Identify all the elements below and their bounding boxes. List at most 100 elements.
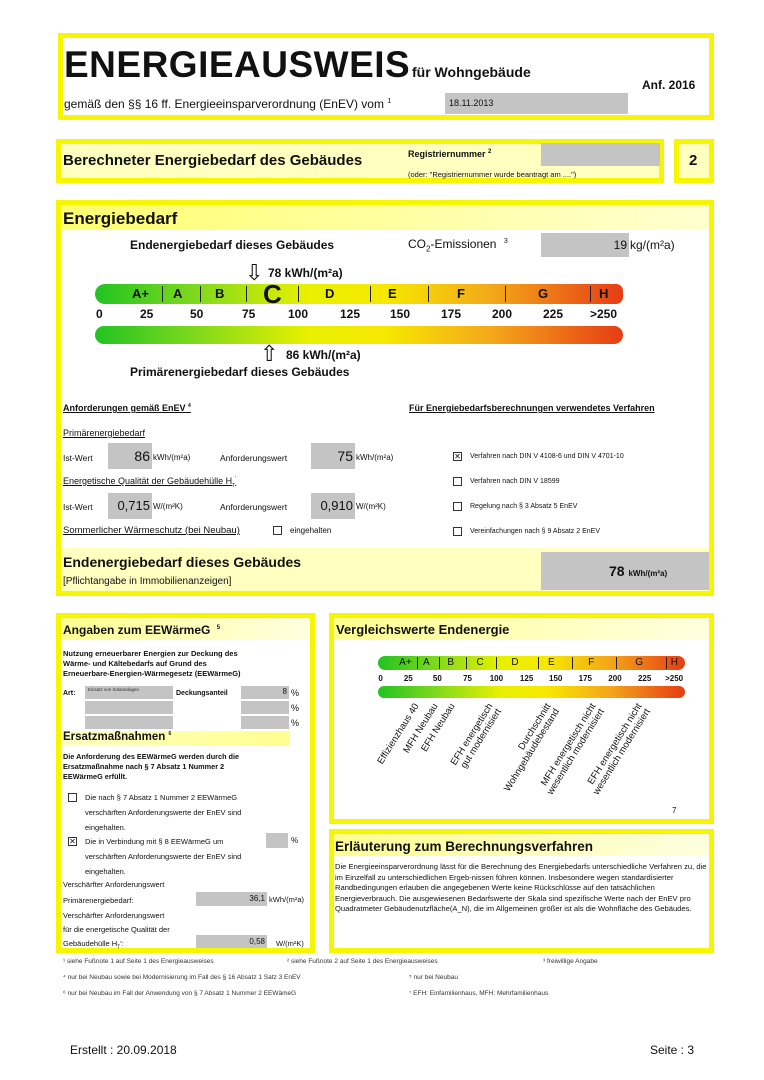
ht-ist-unit: W/(m²K) [153, 502, 183, 511]
page-number-box [674, 139, 714, 183]
tick-label: 200 [492, 307, 513, 321]
registration-number-field [541, 143, 660, 166]
compare-class-F: F [588, 657, 595, 668]
eew-share-field-1: 8 [241, 686, 289, 699]
tick-label: 150 [390, 307, 411, 321]
eew-share-label: Deckungsanteil [176, 690, 228, 697]
method-checkbox[interactable] [453, 502, 462, 511]
registration-note: (oder: "Registriernummer wurde beantragt… [408, 170, 577, 179]
compare-class-divider [616, 657, 618, 669]
eew-intro: Nutzung erneuerbarer Energien zur Deckun… [63, 649, 241, 678]
eew-art-field-2 [85, 701, 173, 714]
footnote-7: ⁷ EFH: Einfamilienhaus, MFH: Mehrfamilie… [409, 990, 549, 997]
compare-class-C: C [476, 657, 484, 668]
energy-class-F: F [457, 286, 465, 301]
req2-label2: für die energetische Qualität der [63, 925, 170, 934]
primary-energy-arrow-icon: ⇧ [260, 341, 279, 366]
end-summary-value: 78 kWh/(m²a) [609, 563, 668, 579]
tick-label: 225 [543, 307, 564, 321]
tick-label: 25 [140, 307, 154, 321]
compare-class-divider [537, 657, 539, 669]
created-date: Erstellt : 20.09.2018 [70, 1043, 177, 1057]
version-label: Anf. 2016 [642, 78, 696, 92]
ht-heading: Energetische Qualität der Gebäudehülle H… [63, 476, 237, 489]
tick-label: 100 [288, 307, 309, 321]
compare-tick-label: 0 [378, 674, 383, 683]
energy-gradient-bar [95, 326, 623, 344]
compare-class-E: E [548, 657, 555, 668]
compare-class-bar [378, 656, 685, 670]
footnote-2: ² siehe Fußnote 2 auf Seite 1 des Energi… [287, 958, 438, 965]
class-divider [428, 286, 429, 302]
page-indicator: Seite : 3 [650, 1043, 695, 1057]
compare-class-H: H [670, 657, 678, 668]
eew-art-label: Art: [63, 690, 76, 697]
ht-ist-label: Ist-Wert [63, 502, 93, 512]
footnote-ref: 1 [387, 98, 392, 105]
compare-class-A+: A+ [399, 657, 412, 668]
method-checkbox[interactable]: ✕ [453, 452, 462, 461]
class-divider [246, 286, 247, 302]
date-field: 18.11.2013 [445, 93, 628, 114]
method-checkbox[interactable] [453, 477, 462, 486]
class-divider [505, 286, 506, 302]
tick-label: 175 [441, 307, 462, 321]
footnote-3: ³ freiwillige Angabe [543, 958, 598, 965]
compare-header [334, 618, 709, 640]
ersatz-header [61, 731, 290, 746]
eew-art-field-3 [85, 716, 173, 729]
co2-value-field: 19 [541, 233, 629, 257]
class-divider [590, 286, 591, 302]
summer-check-label: eingehalten [290, 526, 332, 535]
compare-class-G: G [635, 657, 643, 668]
summer-checkbox[interactable] [273, 526, 282, 535]
energy-demand-box [56, 200, 714, 596]
primary-ist-label: Ist-Wert [63, 453, 93, 463]
method-option-label: Verfahren nach DIN V 4108-6 und DIN V 47… [470, 453, 624, 460]
tick-label: 50 [190, 307, 204, 321]
compare-gradient-bar [378, 686, 685, 698]
compare-box [329, 613, 714, 824]
tick-label: 0 [96, 307, 103, 321]
energy-class-G: G [538, 286, 549, 301]
eew-share-field-3 [241, 716, 289, 729]
section-title: Berechneter Energiebedarf des Gebäudes [63, 152, 363, 169]
req1-label: Verschärfter Anforderungswert [63, 880, 165, 889]
legal-basis: gemäß den §§ 16 ff. Energieeinsparverord… [64, 97, 391, 111]
method-option-label: Regelung nach § 3 Absatz 5 EnEV [470, 503, 578, 510]
eew-box [56, 613, 315, 953]
eew-pct-2: % [291, 703, 300, 713]
compare-class-A: A [423, 657, 430, 668]
method-checkbox[interactable] [453, 527, 462, 536]
end-summary-note: [Pflichtangabe in Immobilienanzeigen] [63, 576, 232, 587]
compare-class-divider [665, 657, 667, 669]
class-divider [162, 286, 163, 302]
compare-footnote: 7 [672, 806, 677, 815]
energy-class-C: C [263, 279, 282, 309]
footnote-1: ¹ siehe Fußnote 1 auf Seite 1 des Energi… [63, 958, 214, 965]
ht-anf-unit: W/(m²K) [356, 502, 386, 511]
compare-tick-label: 175 [578, 674, 592, 683]
document-subtitle: für Wohngebäude [412, 64, 531, 80]
primary-anf-label: Anforderungswert [220, 453, 288, 463]
energy-class-H: H [599, 286, 609, 301]
energy-demand-title: Energiebedarf [63, 209, 178, 228]
ht-ist-field: 0,715 [108, 493, 152, 519]
req2-value-field: 0,58 [196, 935, 267, 948]
class-divider [200, 286, 201, 302]
ersatz-option-2-checkbox[interactable]: ✕ [68, 837, 77, 846]
end-energy-marker-label: 78 kWh/(m²a) [268, 266, 343, 280]
end-summary-value-field [541, 552, 709, 590]
eew-share-field-2 [241, 701, 289, 714]
tick-label: 75 [242, 307, 256, 321]
req1-value-field: 36,1 [196, 892, 267, 906]
page-number: 2 [689, 152, 698, 169]
ersatz-intro: Die Anforderung des EEWärmeG werden durc… [63, 752, 240, 781]
ersatz-option-1-checkbox[interactable] [68, 793, 77, 802]
compare-tick-label: 125 [519, 674, 534, 683]
end-summary-title: Endenergiebedarf dieses Gebäudes [63, 554, 302, 570]
class-divider [370, 286, 371, 302]
eew-pct-1: % [291, 688, 300, 698]
ersatz-pct: % [291, 836, 299, 845]
footnote-6: ⁶ nur bei Neubau im Fall der Anwendung v… [63, 990, 297, 997]
